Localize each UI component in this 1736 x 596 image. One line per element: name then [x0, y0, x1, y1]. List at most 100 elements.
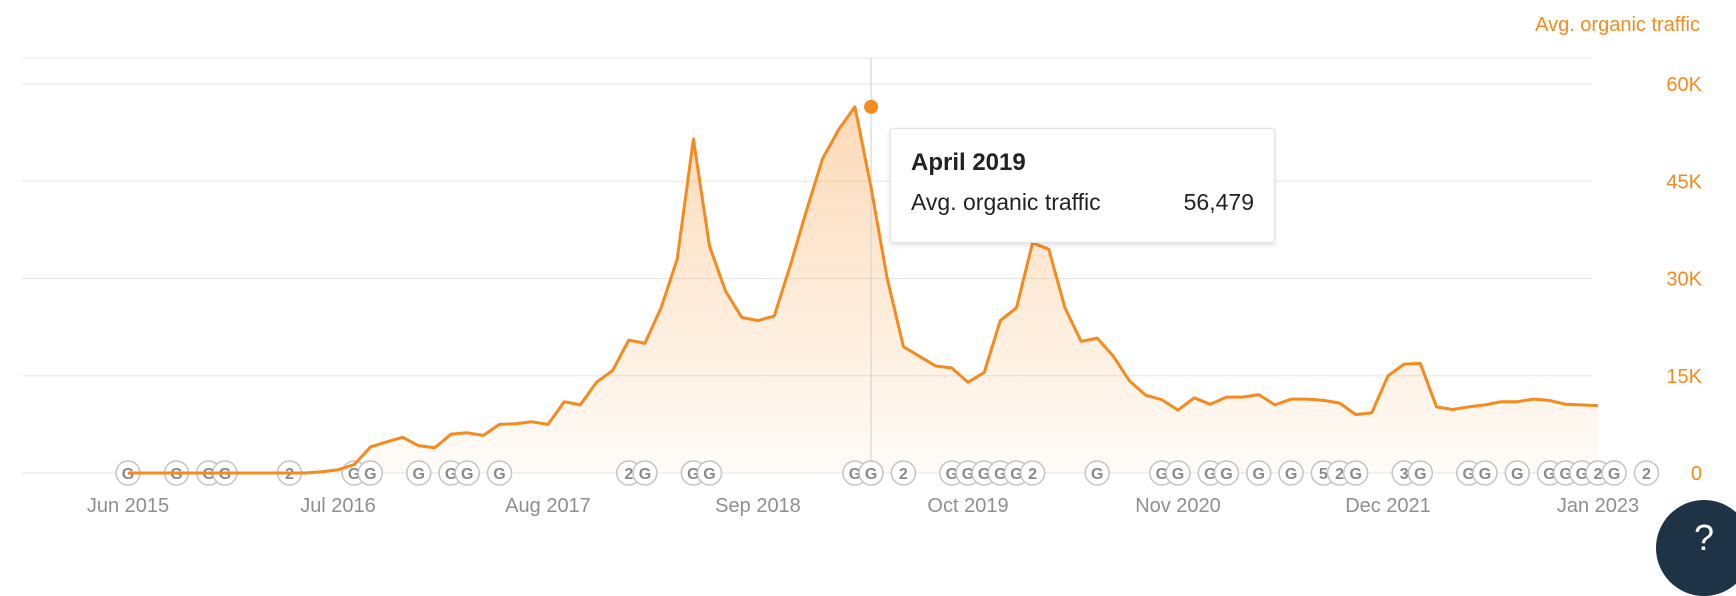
- annotation-marker[interactable]: G: [1213, 460, 1240, 486]
- annotation-marker[interactable]: G: [858, 460, 884, 486]
- x-tick-label: Oct 2019: [927, 495, 1008, 517]
- annotation-marker[interactable]: G: [454, 460, 480, 486]
- x-tick-label: Jul 2016: [300, 495, 376, 517]
- annotation-label: 2: [1028, 466, 1037, 483]
- annotation-marker[interactable]: G: [486, 460, 513, 486]
- annotation-circle: [406, 460, 432, 486]
- annotation-label: G: [1576, 466, 1588, 483]
- annotation-label: G: [1414, 466, 1426, 483]
- annotation-label: 3: [1400, 466, 1409, 483]
- annotation-label: G: [1220, 466, 1232, 483]
- annotation-label: 2: [899, 466, 908, 483]
- annotation-marker[interactable]: G: [1601, 460, 1627, 486]
- annotation-circle: [1633, 460, 1660, 486]
- annotation-marker[interactable]: G: [1278, 460, 1304, 486]
- annotation-label: G: [1608, 466, 1620, 483]
- annotation-marker[interactable]: 2: [890, 460, 917, 486]
- x-tick-label: Jan 2023: [1557, 495, 1639, 517]
- x-tick-label: Sep 2018: [715, 495, 801, 517]
- annotation-marker[interactable]: G: [632, 460, 658, 486]
- annotation-circle: [1504, 460, 1530, 486]
- annotation-circle: [890, 460, 917, 486]
- y-tick-label: 45K: [1666, 171, 1702, 193]
- annotation-label: G: [1543, 466, 1555, 483]
- annotation-label: 2: [1642, 466, 1651, 483]
- help-button[interactable]: ?: [1656, 500, 1736, 596]
- annotation-label: 2: [1594, 466, 1603, 483]
- annotation-circle: [1213, 460, 1240, 486]
- x-tick-label: Nov 2020: [1135, 495, 1221, 517]
- x-tick-label: Jun 2015: [87, 495, 169, 517]
- annotation-label: G: [1349, 466, 1361, 483]
- annotation-label: G: [445, 466, 457, 483]
- annotation-label: G: [1463, 466, 1475, 483]
- annotation-label: G: [493, 466, 505, 483]
- annotation-marker[interactable]: G: [696, 460, 723, 486]
- annotation-label: G: [962, 466, 974, 483]
- annotation-circle: [454, 460, 480, 486]
- annotation-label: G: [1285, 466, 1297, 483]
- y-tick-label: 30K: [1666, 269, 1702, 291]
- annotation-marker[interactable]: 2: [1633, 460, 1660, 486]
- x-tick-label: Dec 2021: [1345, 495, 1431, 517]
- annotation-label: G: [946, 466, 958, 483]
- tooltip-metric: Avg. organic traffic: [911, 189, 1101, 215]
- annotation-circle: [1342, 460, 1369, 486]
- annotation-label: G: [978, 466, 990, 483]
- annotation-marker[interactable]: G: [1165, 460, 1191, 486]
- y-tick-label: 60K: [1666, 74, 1702, 96]
- y-tick-label: 15K: [1666, 366, 1702, 388]
- annotation-label: 2: [1335, 466, 1344, 483]
- annotation-label: G: [461, 466, 473, 483]
- annotation-label: G: [1091, 466, 1103, 483]
- annotation-label: G: [413, 466, 425, 483]
- annotation-marker[interactable]: G: [1504, 460, 1530, 486]
- annotation-circle: [1601, 460, 1627, 486]
- annotation-marker[interactable]: G: [1246, 460, 1272, 486]
- annotation-label: G: [687, 466, 699, 483]
- annotation-label: G: [994, 466, 1006, 483]
- annotation-circle: [1165, 460, 1191, 486]
- series-area: [128, 106, 1598, 474]
- annotation-circle: [858, 460, 884, 486]
- annotation-circle: [1407, 460, 1434, 486]
- annotation-label: G: [865, 466, 877, 483]
- annotation-circle: [1019, 460, 1046, 486]
- annotation-marker[interactable]: 2: [1019, 460, 1046, 486]
- annotation-label: G: [639, 466, 651, 483]
- annotation-label: G: [1511, 466, 1523, 483]
- annotation-label: G: [1479, 466, 1491, 483]
- annotation-label: G: [1204, 466, 1216, 483]
- chart-tooltip: April 2019 Avg. organic traffic 56,479: [890, 128, 1275, 243]
- x-tick-label: Aug 2017: [505, 495, 591, 517]
- annotation-circle: [1246, 460, 1272, 486]
- annotation-label: G: [348, 466, 360, 483]
- annotation-label: G: [1559, 466, 1571, 483]
- tooltip-date: April 2019: [911, 149, 1026, 176]
- annotation-label: G: [1253, 466, 1265, 483]
- annotation-label: G: [1172, 466, 1184, 483]
- series-title: Avg. organic traffic: [1535, 14, 1700, 36]
- annotation-label: G: [364, 466, 376, 483]
- tooltip-row: Avg. organic traffic 56,479: [911, 189, 1254, 216]
- y-tick-label: 0: [1691, 463, 1702, 485]
- annotation-marker[interactable]: G: [1342, 460, 1369, 486]
- annotation-circle: [1472, 460, 1498, 486]
- annotation-circle: [486, 460, 513, 486]
- annotation-circle: [1084, 460, 1110, 486]
- annotation-marker[interactable]: G: [357, 460, 384, 486]
- annotation-marker[interactable]: G: [1472, 460, 1498, 486]
- annotation-label: G: [849, 466, 861, 483]
- annotation-circle: [1278, 460, 1304, 486]
- highlight-point: [864, 99, 879, 114]
- annotation-circle: [696, 460, 723, 486]
- annotation-label: G: [1156, 466, 1168, 483]
- annotation-marker[interactable]: G: [406, 460, 432, 486]
- annotation-circle: [632, 460, 658, 486]
- annotation-marker[interactable]: G: [1407, 460, 1434, 486]
- annotation-marker[interactable]: G: [1084, 460, 1110, 486]
- annotation-label: 5: [1319, 466, 1328, 483]
- annotation-label: 2: [624, 466, 633, 483]
